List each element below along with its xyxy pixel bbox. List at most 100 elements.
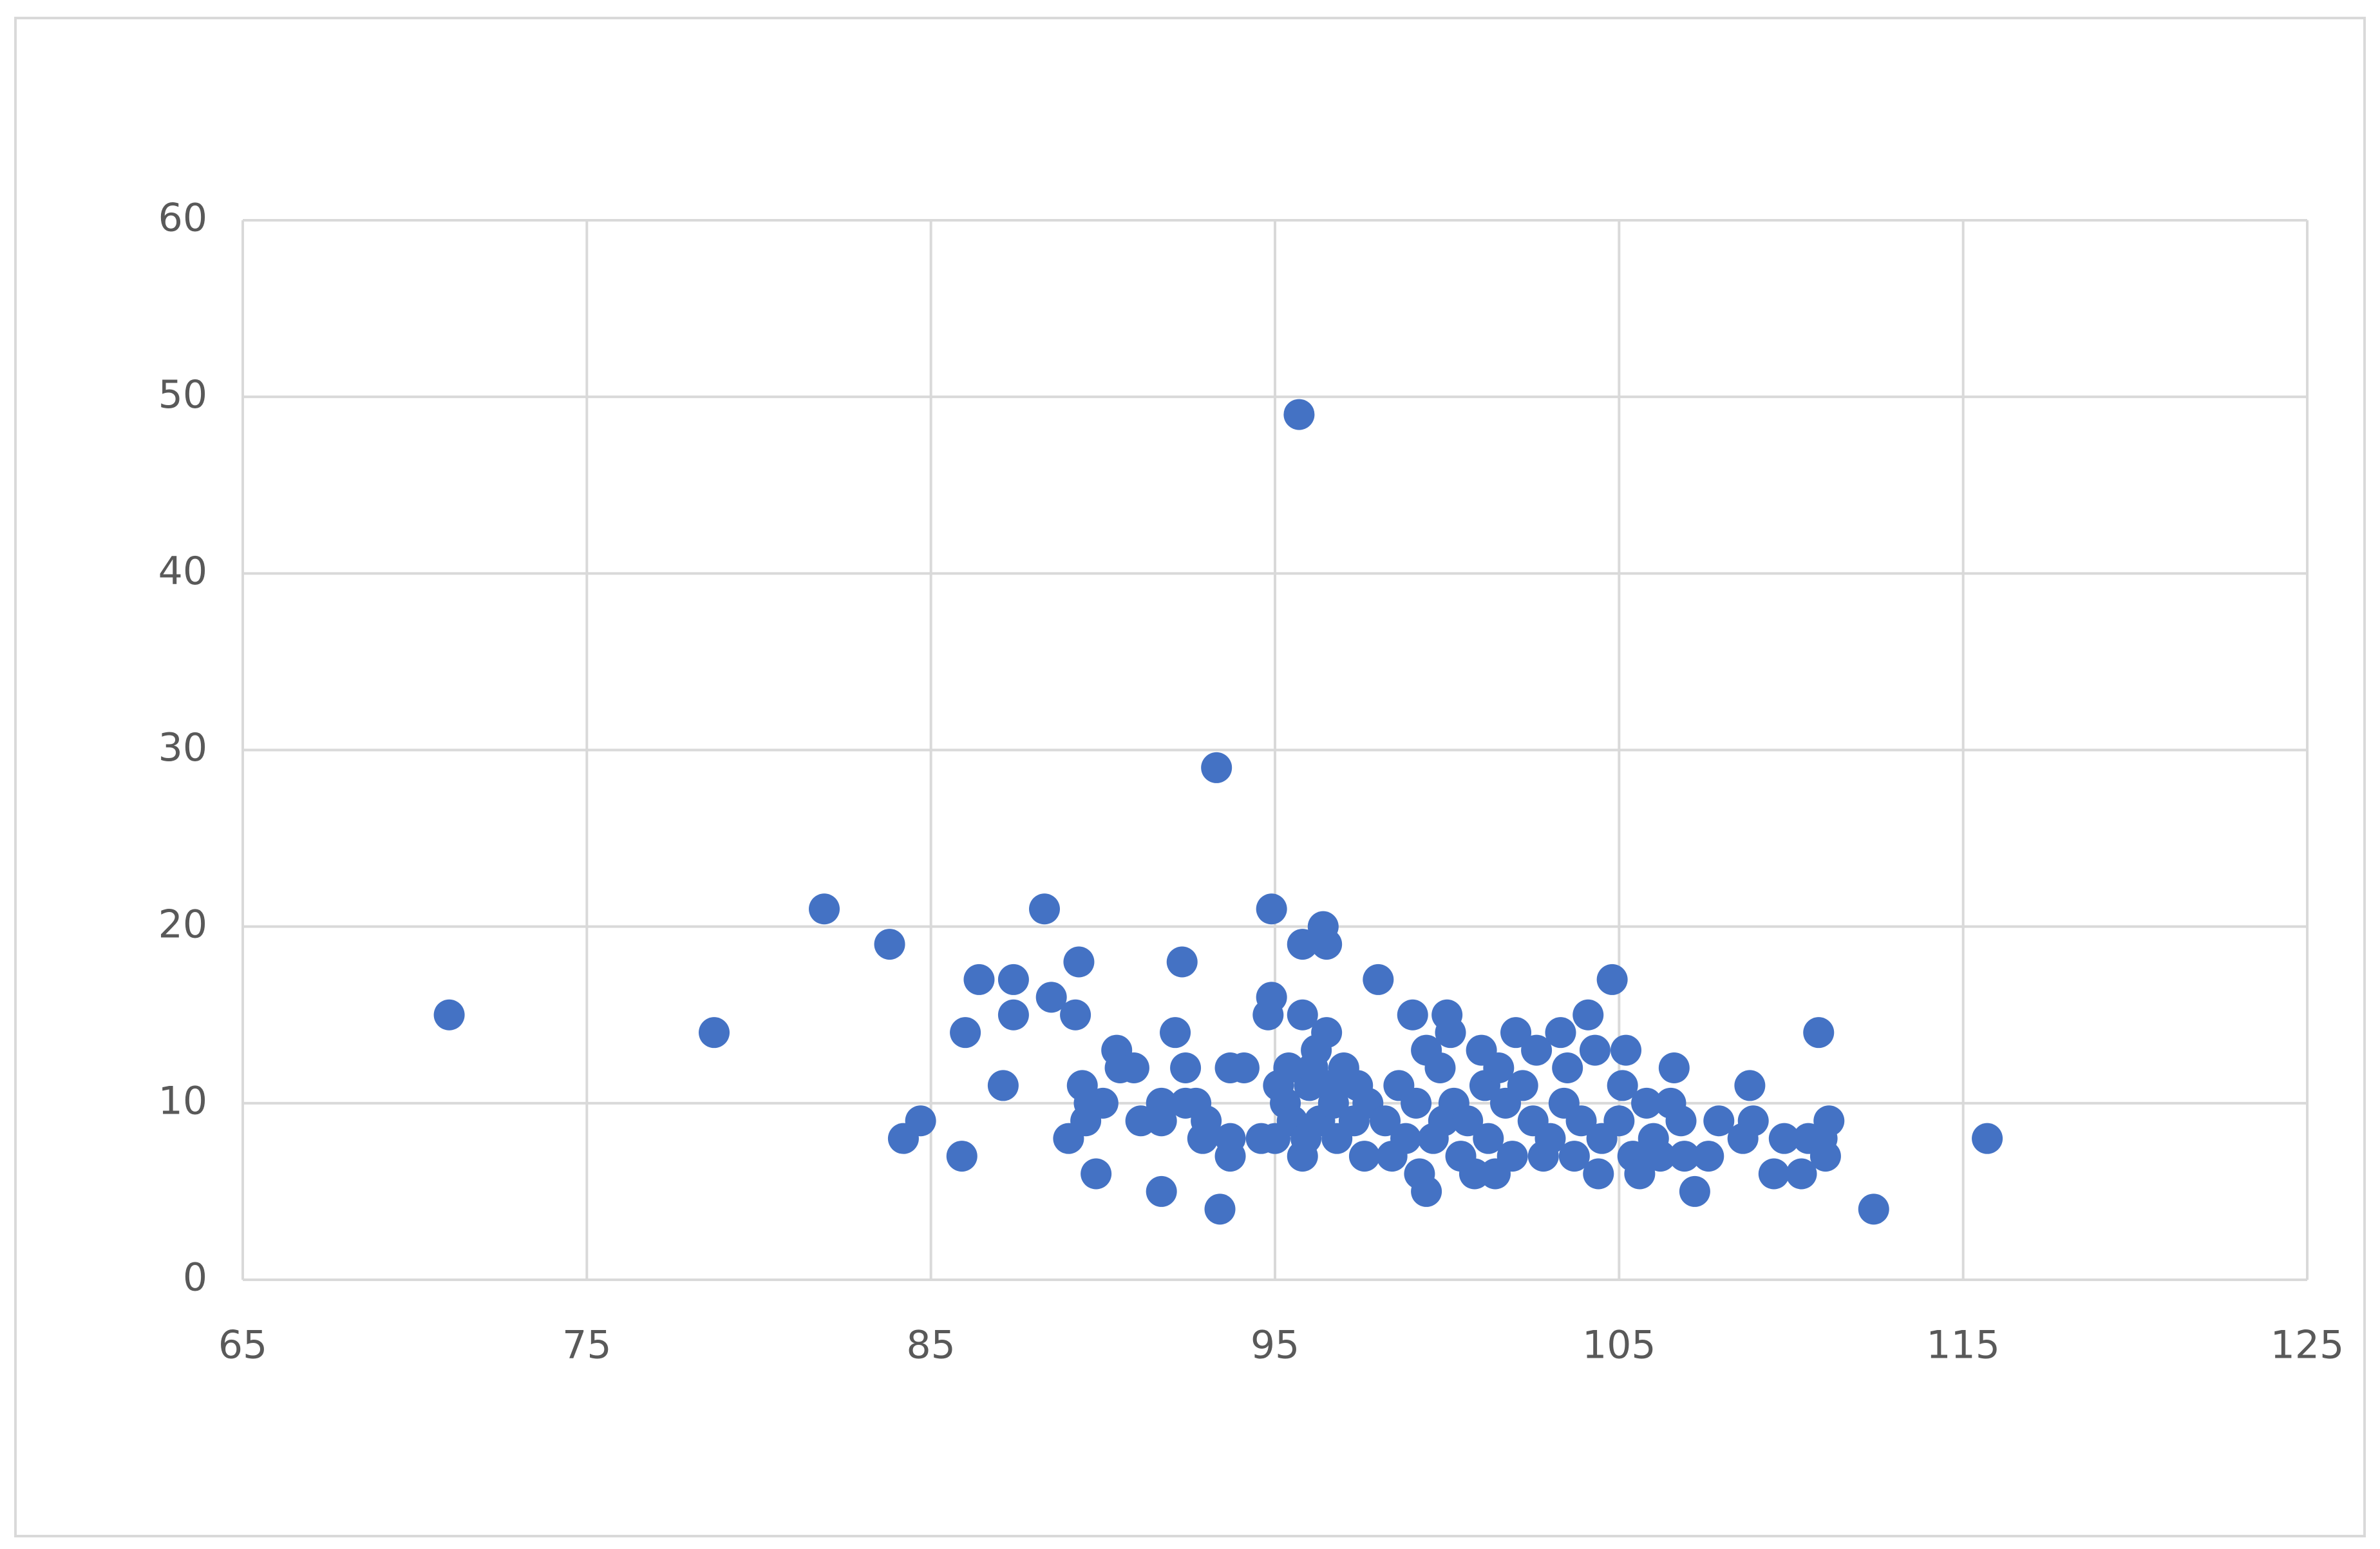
- scatter-point: [1146, 1105, 1177, 1137]
- scatter-point: [1283, 399, 1315, 430]
- scatter-point: [1603, 1105, 1635, 1137]
- scatter-point: [1256, 893, 1287, 925]
- scatter-point: [1473, 1123, 1504, 1154]
- scatter-point: [1500, 1017, 1532, 1049]
- scatter-point: [1311, 1017, 1343, 1049]
- scatter-point: [1166, 946, 1198, 978]
- scatter-point: [1507, 1070, 1538, 1101]
- scatter-point: [1803, 1017, 1835, 1049]
- scatter-point: [874, 929, 905, 960]
- y-tick-label: 30: [158, 725, 207, 770]
- scatter-point: [1535, 1123, 1566, 1154]
- scatter-point: [1972, 1123, 2003, 1154]
- scatter-point: [1287, 999, 1318, 1031]
- scatter-point: [809, 893, 840, 925]
- scatter-point: [1273, 1052, 1305, 1083]
- scatter-point: [1060, 999, 1091, 1031]
- scatter-point: [1214, 1123, 1246, 1154]
- scatter-point: [1572, 999, 1604, 1031]
- scatter-point: [1146, 1175, 1177, 1207]
- scatter-point: [1170, 1052, 1202, 1083]
- scatter-point: [1596, 964, 1628, 995]
- scatter-point: [1607, 1070, 1638, 1101]
- scatter-point: [1786, 1158, 1817, 1190]
- scatter-point: [1768, 1123, 1800, 1154]
- scatter-point: [1497, 1141, 1528, 1172]
- scatter-point: [1545, 1017, 1576, 1049]
- scatter-point: [1228, 1052, 1260, 1083]
- x-tick-label: 75: [562, 1323, 611, 1368]
- scatter-point: [1311, 929, 1343, 960]
- y-tick-label: 0: [183, 1255, 207, 1300]
- x-tick-label: 95: [1251, 1323, 1299, 1368]
- scatter-point: [1191, 1105, 1222, 1137]
- scatter-point: [1256, 982, 1287, 1013]
- scatter-point: [1558, 1141, 1590, 1172]
- scatter-point: [946, 1141, 978, 1172]
- scatter-point: [1624, 1158, 1656, 1190]
- scatter-point: [699, 1017, 730, 1049]
- scatter-point: [1668, 1141, 1700, 1172]
- x-tick-label: 115: [1926, 1323, 2000, 1368]
- scatter-point: [1028, 893, 1060, 925]
- scatter-point: [997, 999, 1029, 1031]
- scatter-point: [1201, 752, 1232, 783]
- scatter-point: [963, 964, 995, 995]
- scatter-point: [1703, 1105, 1735, 1137]
- scatter-point: [1665, 1105, 1697, 1137]
- scatter-point: [1204, 1193, 1236, 1225]
- x-tick-label: 125: [2271, 1323, 2345, 1368]
- scatter-point: [1411, 1175, 1442, 1207]
- y-tick-label: 20: [158, 902, 207, 947]
- scatter-point: [1318, 1087, 1349, 1119]
- x-tick-label: 65: [218, 1323, 267, 1368]
- scatter-point: [1401, 1087, 1432, 1119]
- scatter-point: [1734, 1070, 1766, 1101]
- scatter-point: [1483, 1052, 1515, 1083]
- scatter-point: [1160, 1017, 1191, 1049]
- scatter-point: [433, 999, 465, 1031]
- scatter-point: [1552, 1052, 1583, 1083]
- scatter-point: [997, 964, 1029, 995]
- scatter-point: [1813, 1105, 1845, 1137]
- chart-border: [14, 17, 2366, 1537]
- scatter-point: [1631, 1087, 1663, 1119]
- scatter-point: [1521, 1034, 1553, 1066]
- scatter-point: [1452, 1105, 1484, 1137]
- scatter-point: [1081, 1158, 1112, 1190]
- scatter-point: [1679, 1175, 1710, 1207]
- scatter-point: [1390, 1123, 1422, 1154]
- scatter-point: [905, 1105, 936, 1137]
- scatter-point: [1435, 1017, 1466, 1049]
- scatter-point: [1369, 1105, 1401, 1137]
- scatter-point: [1424, 1052, 1456, 1083]
- scatter-point: [950, 1017, 981, 1049]
- scatter-point: [1035, 982, 1067, 1013]
- scatter-point: [1348, 1141, 1380, 1172]
- scatter-point: [1758, 1158, 1790, 1190]
- scatter-point: [1087, 1087, 1119, 1119]
- scatter-point: [1565, 1105, 1597, 1137]
- x-tick-label: 105: [1582, 1323, 1656, 1368]
- scatter-point: [1809, 1141, 1841, 1172]
- scatter-point: [1397, 999, 1428, 1031]
- scatter-point: [1287, 929, 1318, 960]
- scatter-point: [1579, 1034, 1610, 1066]
- scatter-point: [1610, 1034, 1642, 1066]
- scatter-point: [1658, 1052, 1690, 1083]
- x-tick-label: 85: [906, 1323, 955, 1368]
- y-tick-label: 10: [158, 1078, 207, 1123]
- scatter-point: [1063, 946, 1095, 978]
- scatter-point: [1118, 1052, 1149, 1083]
- scatter-point: [987, 1070, 1019, 1101]
- scatter-point: [1583, 1158, 1614, 1190]
- y-tick-label: 60: [158, 196, 207, 241]
- y-tick-label: 40: [158, 549, 207, 594]
- y-tick-label: 50: [158, 372, 207, 417]
- scatter-point: [1645, 1141, 1676, 1172]
- scatter-point: [1737, 1105, 1769, 1137]
- scatter-point: [1858, 1193, 1889, 1225]
- scatter-point: [1363, 964, 1394, 995]
